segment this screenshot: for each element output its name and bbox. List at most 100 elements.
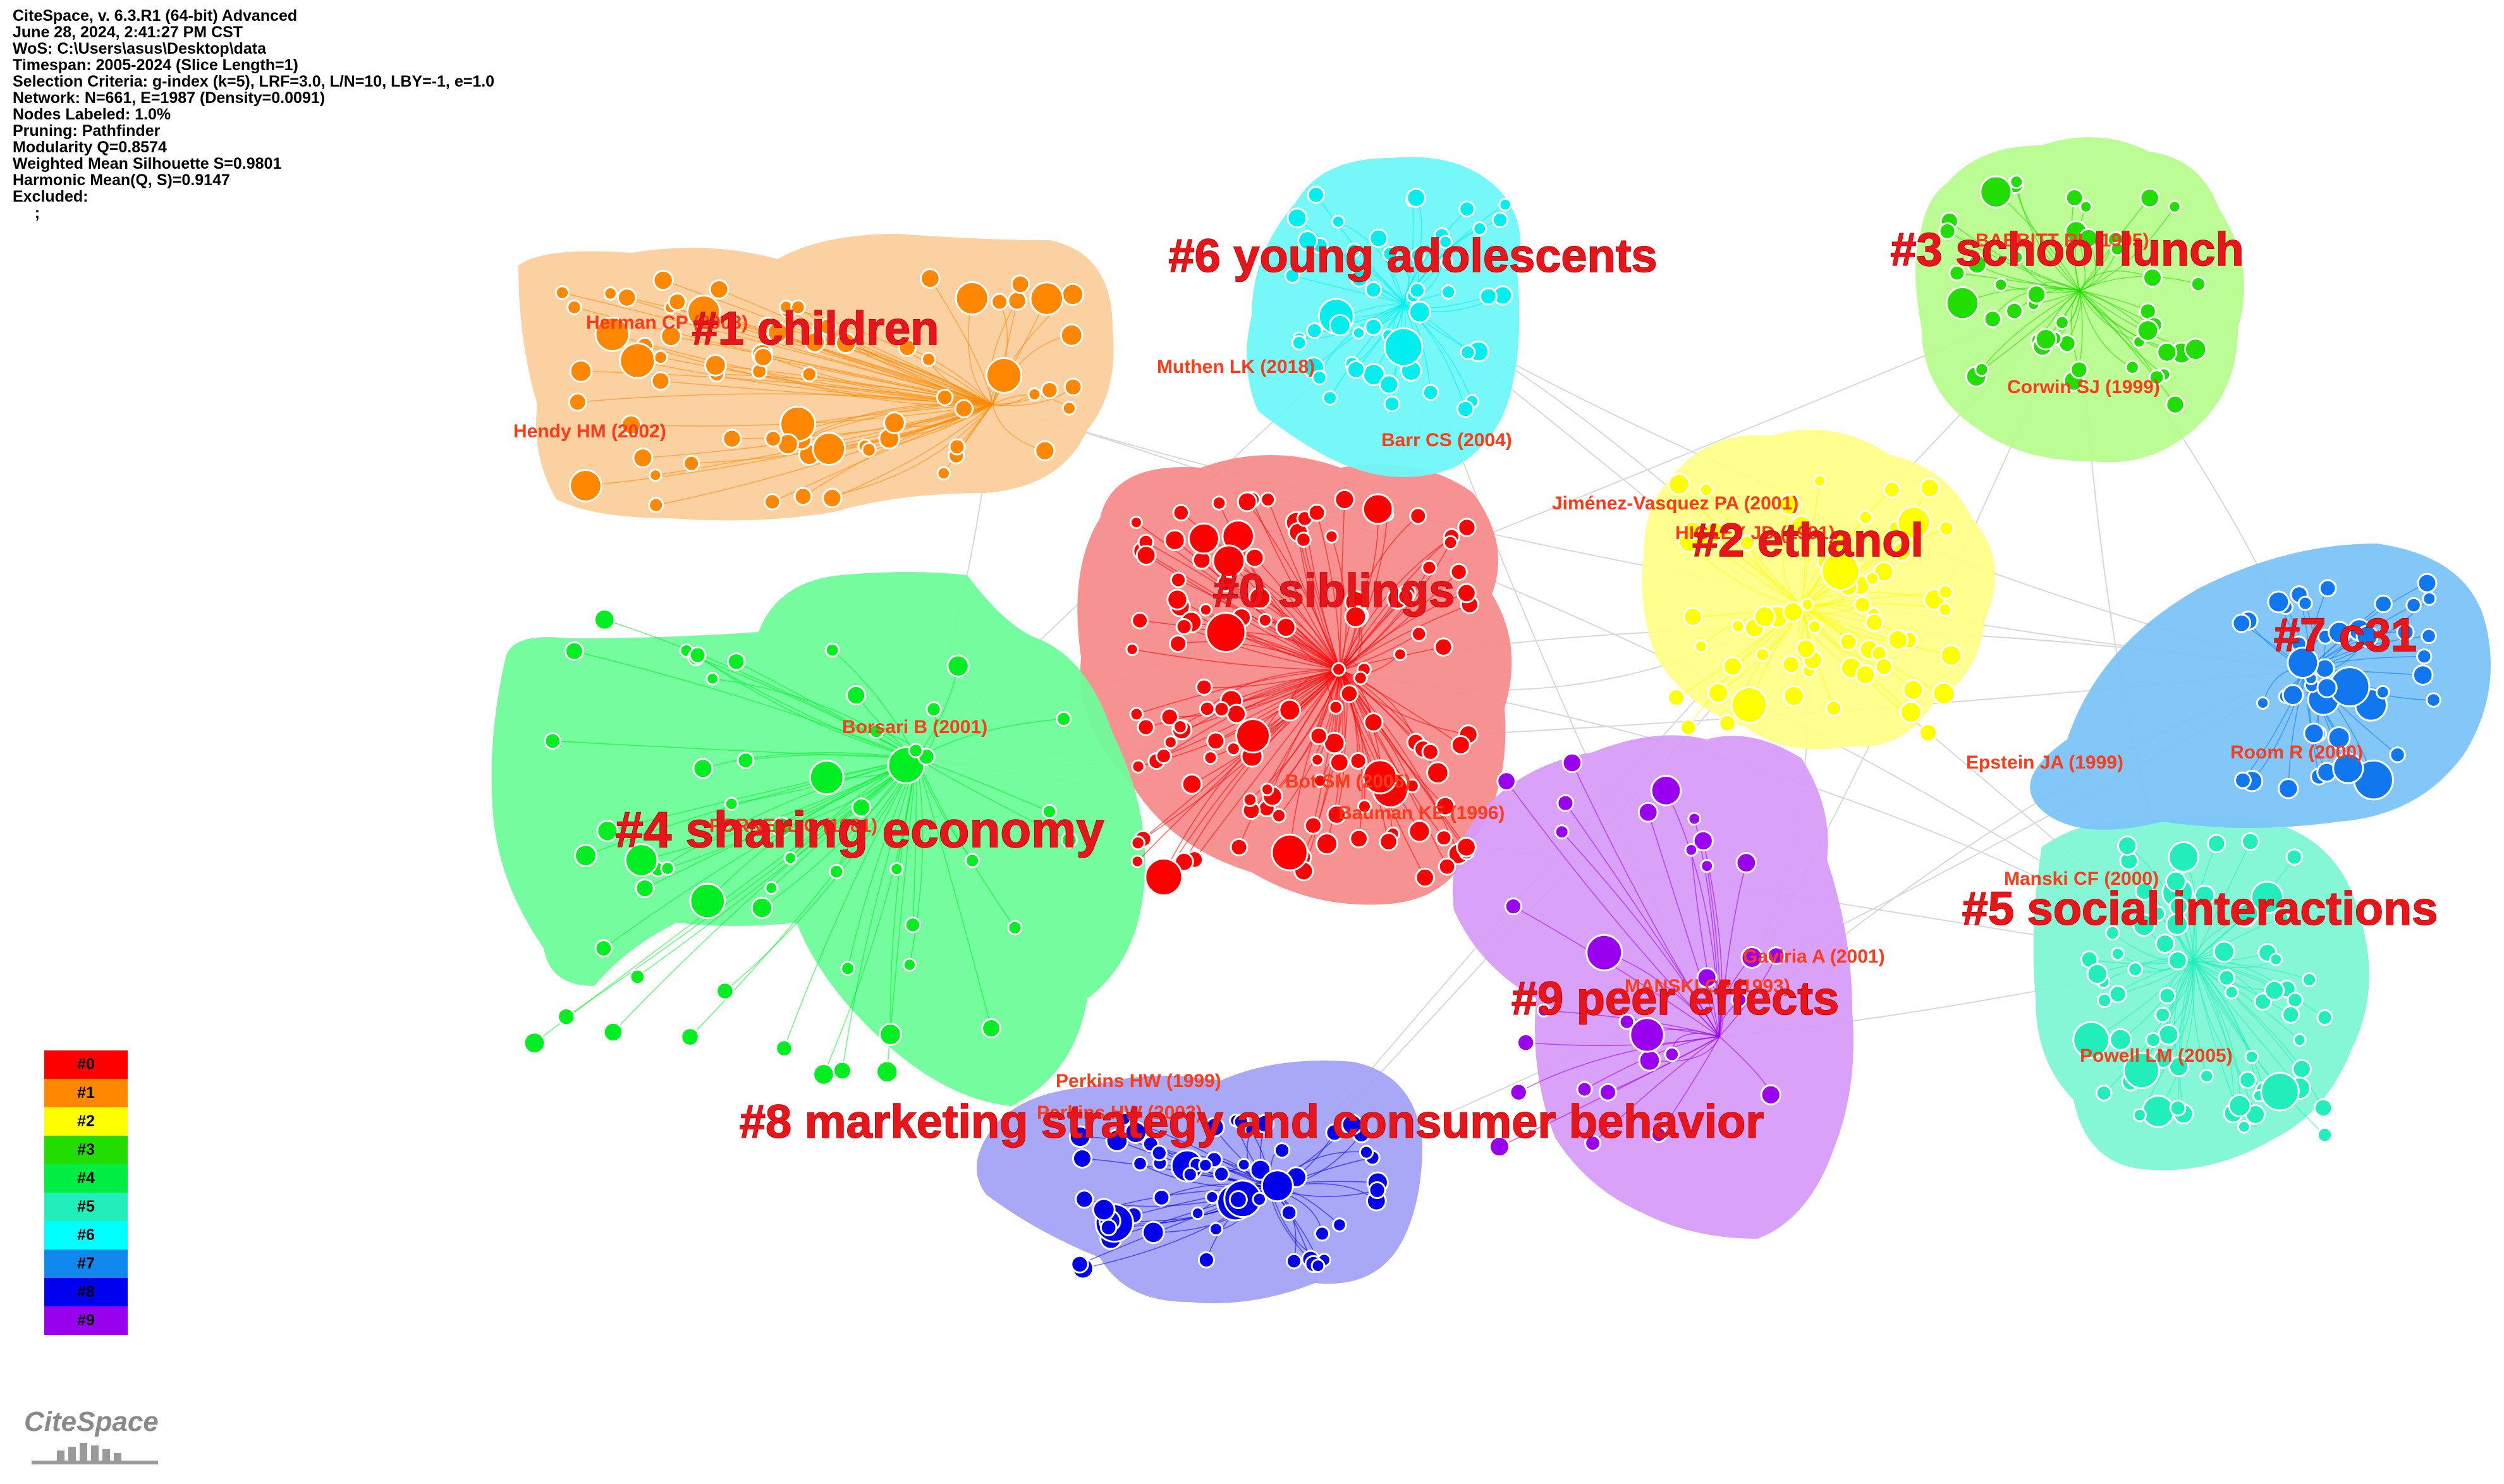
node-cluster-8[interactable] — [1132, 1155, 1148, 1172]
node-cluster-4[interactable] — [925, 701, 942, 717]
node-cluster-4[interactable] — [724, 796, 739, 812]
node-cluster-6[interactable] — [1297, 230, 1318, 251]
node-cluster-0[interactable] — [1211, 496, 1227, 511]
node-cluster-1[interactable] — [687, 295, 721, 329]
node-cluster-7[interactable] — [2232, 613, 2252, 633]
node-cluster-3[interactable] — [2148, 369, 2165, 386]
node-cluster-0[interactable] — [1415, 867, 1435, 888]
node-cluster-5[interactable] — [2213, 940, 2235, 963]
node-cluster-8[interactable] — [1190, 1207, 1205, 1220]
node-cluster-1[interactable] — [753, 347, 774, 367]
node-cluster-0[interactable] — [1144, 857, 1183, 897]
node-cluster-4[interactable] — [688, 646, 707, 664]
node-cluster-3[interactable] — [1945, 286, 1980, 320]
node-cluster-1[interactable] — [1007, 291, 1027, 311]
node-cluster-1[interactable] — [767, 321, 789, 344]
node-cluster-0[interactable] — [1135, 545, 1157, 566]
node-cluster-9[interactable] — [1684, 842, 1699, 857]
node-cluster-8[interactable] — [1198, 1158, 1213, 1173]
node-cluster-2[interactable] — [1855, 664, 1876, 686]
node-cluster-3[interactable] — [2110, 241, 2125, 257]
node-cluster-0[interactable] — [1409, 507, 1427, 525]
node-cluster-3[interactable] — [1948, 264, 1966, 282]
node-cluster-1[interactable] — [620, 414, 642, 435]
node-cluster-2[interactable] — [1896, 506, 1931, 540]
node-cluster-2[interactable] — [1790, 514, 1814, 538]
node-cluster-0[interactable] — [1353, 671, 1368, 686]
node-cluster-6[interactable] — [1422, 384, 1439, 401]
node-cluster-1[interactable] — [632, 447, 654, 469]
node-cluster-1[interactable] — [594, 316, 630, 352]
node-cluster-5[interactable] — [2240, 832, 2260, 851]
node-cluster-0[interactable] — [1226, 703, 1247, 724]
node-cluster-1[interactable] — [566, 299, 582, 315]
node-cluster-4[interactable] — [660, 861, 675, 876]
node-cluster-0[interactable] — [1344, 605, 1367, 628]
node-cluster-5[interactable] — [2158, 1024, 2180, 1046]
node-cluster-4[interactable] — [574, 844, 598, 868]
node-cluster-2[interactable] — [1783, 684, 1805, 707]
node-cluster-1[interactable] — [790, 299, 806, 315]
node-cluster-8[interactable] — [1255, 1114, 1275, 1134]
node-cluster-3[interactable] — [1974, 362, 1989, 377]
node-cluster-0[interactable] — [1230, 837, 1249, 856]
node-cluster-6[interactable] — [1383, 327, 1424, 367]
node-cluster-7[interactable] — [2281, 684, 2304, 707]
node-cluster-0[interactable] — [1349, 751, 1367, 770]
node-cluster-4[interactable] — [965, 853, 980, 868]
node-cluster-6[interactable] — [1460, 344, 1476, 361]
node-cluster-5[interactable] — [2168, 841, 2200, 873]
node-cluster-6[interactable] — [1382, 246, 1398, 262]
node-cluster-4[interactable] — [832, 1061, 852, 1081]
node-cluster-2[interactable] — [1722, 656, 1743, 677]
node-cluster-6[interactable] — [1472, 221, 1487, 236]
node-cluster-0[interactable] — [1426, 761, 1450, 784]
node-cluster-6[interactable] — [1311, 370, 1328, 386]
node-cluster-1[interactable] — [883, 411, 906, 434]
node-cluster-0[interactable] — [1421, 559, 1438, 576]
node-cluster-7[interactable] — [2405, 597, 2422, 614]
node-cluster-0[interactable] — [1195, 678, 1213, 696]
node-cluster-5[interactable] — [2194, 884, 2216, 906]
node-cluster-4[interactable] — [726, 652, 746, 671]
node-cluster-5[interactable] — [2109, 1028, 2132, 1051]
node-cluster-7[interactable] — [2278, 777, 2299, 800]
node-cluster-6[interactable] — [1439, 255, 1453, 269]
node-cluster-0[interactable] — [1130, 855, 1144, 868]
node-cluster-8[interactable] — [1237, 1157, 1251, 1172]
node-cluster-7[interactable] — [2355, 624, 2379, 648]
node-cluster-4[interactable] — [902, 958, 917, 972]
node-cluster-6[interactable] — [1364, 281, 1383, 299]
node-cluster-6[interactable] — [1406, 188, 1426, 208]
node-cluster-4[interactable] — [908, 743, 924, 758]
node-cluster-8[interactable] — [1310, 1258, 1326, 1274]
node-cluster-4[interactable] — [876, 1060, 899, 1083]
node-cluster-4[interactable] — [593, 609, 616, 631]
node-cluster-2[interactable] — [1755, 647, 1770, 662]
node-cluster-0[interactable] — [1278, 698, 1302, 722]
node-cluster-0[interactable] — [1408, 820, 1431, 843]
node-cluster-0[interactable] — [1242, 792, 1258, 807]
node-cluster-4[interactable] — [904, 916, 922, 934]
node-cluster-5[interactable] — [2149, 905, 2166, 922]
node-cluster-2[interactable] — [1865, 571, 1880, 586]
node-cluster-1[interactable] — [986, 356, 1023, 394]
node-cluster-2[interactable] — [1891, 541, 1912, 562]
node-cluster-0[interactable] — [1340, 684, 1359, 703]
node-cluster-0[interactable] — [1181, 773, 1203, 795]
node-cluster-8[interactable] — [1152, 1188, 1171, 1207]
node-cluster-6[interactable] — [1322, 390, 1338, 406]
node-cluster-6[interactable] — [1305, 322, 1323, 339]
node-cluster-6[interactable] — [1291, 335, 1307, 351]
node-cluster-5[interactable] — [2134, 881, 2154, 901]
node-cluster-4[interactable] — [824, 642, 840, 658]
node-cluster-9[interactable] — [1504, 897, 1522, 916]
node-cluster-1[interactable] — [554, 285, 570, 300]
node-cluster-4[interactable] — [809, 760, 845, 796]
node-cluster-1[interactable] — [834, 332, 857, 355]
node-cluster-4[interactable] — [594, 939, 613, 958]
node-cluster-8[interactable] — [1209, 1222, 1223, 1237]
node-cluster-8[interactable] — [1359, 1145, 1374, 1160]
node-cluster-0[interactable] — [1310, 753, 1324, 767]
node-cluster-5[interactable] — [2096, 992, 2113, 1009]
